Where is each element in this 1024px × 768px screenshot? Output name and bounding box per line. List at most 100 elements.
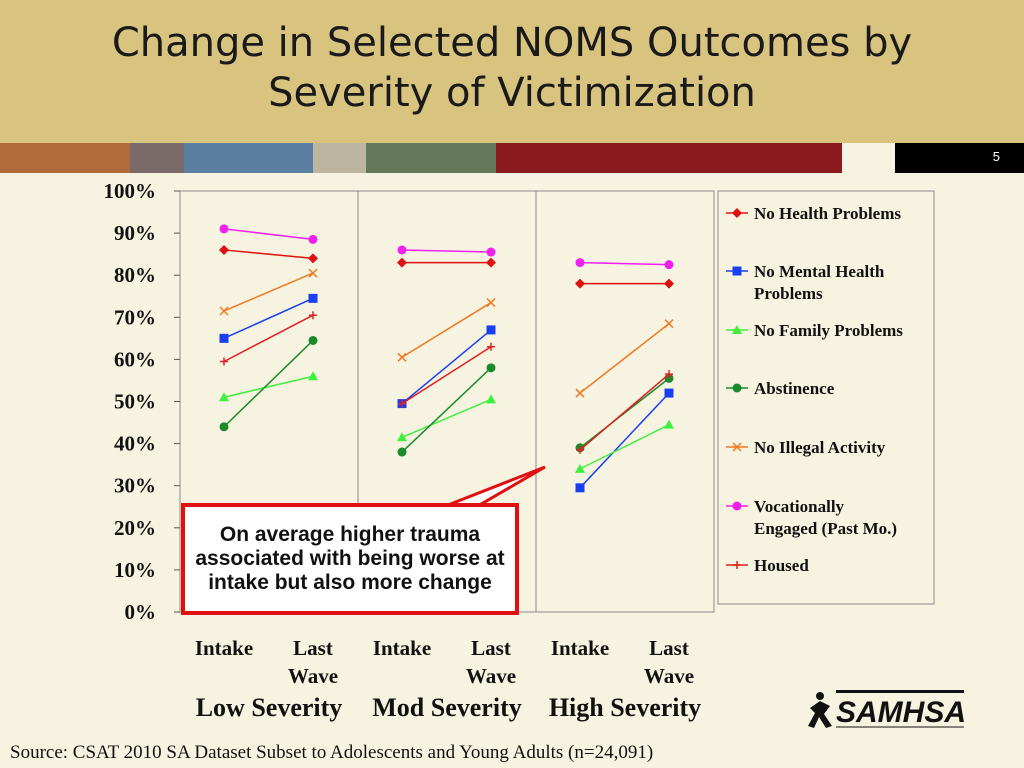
series-line <box>223 228 314 241</box>
x-tick-label: Intake <box>373 636 431 660</box>
data-point <box>308 371 318 381</box>
data-point <box>308 253 318 264</box>
data-point <box>486 257 496 268</box>
legend-marker <box>733 561 741 569</box>
y-tick-label: 70% <box>114 305 156 329</box>
series-line <box>223 272 314 312</box>
series-line <box>223 249 314 260</box>
legend-marker <box>732 501 742 511</box>
slide-title: Change in Selected NOMS Outcomes by Seve… <box>0 18 1024 118</box>
series-line <box>401 346 492 405</box>
data-point <box>576 445 584 454</box>
data-point <box>219 392 229 402</box>
data-point <box>397 432 407 442</box>
data-point <box>398 399 406 408</box>
line-chart: 0% 10% 20% 30% 40% 50% 60% 70% 80% 90% 100% Intake L… <box>104 179 935 722</box>
data-point <box>219 224 229 234</box>
series-line <box>579 373 670 451</box>
data-point <box>575 463 585 473</box>
y-tick-label: 40% <box>114 432 156 456</box>
y-tick-label: 0% <box>125 600 157 624</box>
x-tick-label: Wave <box>466 664 516 688</box>
title-bar <box>0 0 1024 143</box>
series-line <box>579 261 670 266</box>
legend-label: No Illegal Activity <box>754 438 886 457</box>
data-point <box>664 319 674 329</box>
stripe-7 <box>842 143 895 173</box>
stripe-2 <box>130 143 184 173</box>
stripe-3 <box>184 143 313 173</box>
series-line <box>223 297 314 340</box>
data-point <box>397 245 407 255</box>
data-point <box>308 268 318 278</box>
series-line <box>401 301 492 358</box>
x-tick-label: Intake <box>551 636 609 660</box>
series-line <box>401 329 492 405</box>
data-point <box>664 388 674 398</box>
data-point <box>397 257 407 268</box>
group-label: Low Severity <box>196 693 343 722</box>
data-point <box>219 333 229 343</box>
title-line-2: Severity of Victimization <box>268 70 756 116</box>
data-point <box>219 306 229 316</box>
data-point <box>664 278 674 289</box>
group-label: High Severity <box>549 693 701 722</box>
y-tick-label: 80% <box>114 263 156 287</box>
series-line <box>579 423 670 470</box>
data-point <box>219 244 229 255</box>
data-point <box>309 311 317 320</box>
stripe-4 <box>313 143 366 173</box>
series-line <box>401 249 492 253</box>
data-point <box>220 357 228 366</box>
title-line-1: Change in Selected NOMS Outcomes by <box>111 20 913 66</box>
data-point <box>397 352 407 362</box>
y-tick-label: 30% <box>114 474 156 498</box>
data-point <box>308 293 318 303</box>
legend-label: Engaged (Past Mo.) <box>754 519 897 538</box>
legend-marker <box>732 208 742 218</box>
x-tick-label: Wave <box>644 664 694 688</box>
legend-label: Problems <box>754 284 823 303</box>
data-point <box>665 370 673 379</box>
source-note: Source: CSAT 2010 SA Dataset Subset to A… <box>10 742 654 763</box>
series-line <box>579 392 670 489</box>
data-point <box>487 342 495 351</box>
legend-marker <box>732 383 742 393</box>
data-point <box>664 260 674 270</box>
series-line <box>223 314 314 363</box>
legend-marker <box>732 266 742 276</box>
y-tick-label: 50% <box>114 390 156 414</box>
stripe-6 <box>496 143 842 173</box>
legend-box <box>717 190 935 605</box>
stripe-5 <box>366 143 496 173</box>
series-line <box>579 323 670 394</box>
series-line <box>223 375 314 399</box>
x-tick-label: Intake <box>195 636 253 660</box>
y-tick-label: 10% <box>114 558 156 582</box>
data-point <box>308 335 318 345</box>
slide-number: 5 <box>992 149 1000 164</box>
running-figure-icon <box>808 692 832 728</box>
series-line <box>401 398 492 438</box>
legend-marker <box>732 325 742 334</box>
data-point <box>486 363 496 373</box>
stripe-1 <box>0 143 130 173</box>
legend-label: Abstinence <box>754 379 835 398</box>
data-point <box>664 419 674 429</box>
y-tick-label: 100% <box>104 179 157 203</box>
data-point <box>397 447 407 457</box>
data-point <box>219 422 229 432</box>
data-point <box>575 258 585 268</box>
stripe-8 <box>895 143 1024 173</box>
data-point <box>486 247 496 257</box>
x-tick-label: Last <box>293 636 333 660</box>
series-line <box>579 377 670 449</box>
data-point <box>575 388 585 398</box>
legend-label: No Mental Health <box>754 262 885 281</box>
logo-wordmark: SAMHSA <box>836 696 966 729</box>
series-line <box>401 367 492 453</box>
y-tick-label: 20% <box>114 516 156 540</box>
x-tick-label: Wave <box>288 664 338 688</box>
data-point <box>486 298 496 308</box>
series-line <box>223 339 314 428</box>
